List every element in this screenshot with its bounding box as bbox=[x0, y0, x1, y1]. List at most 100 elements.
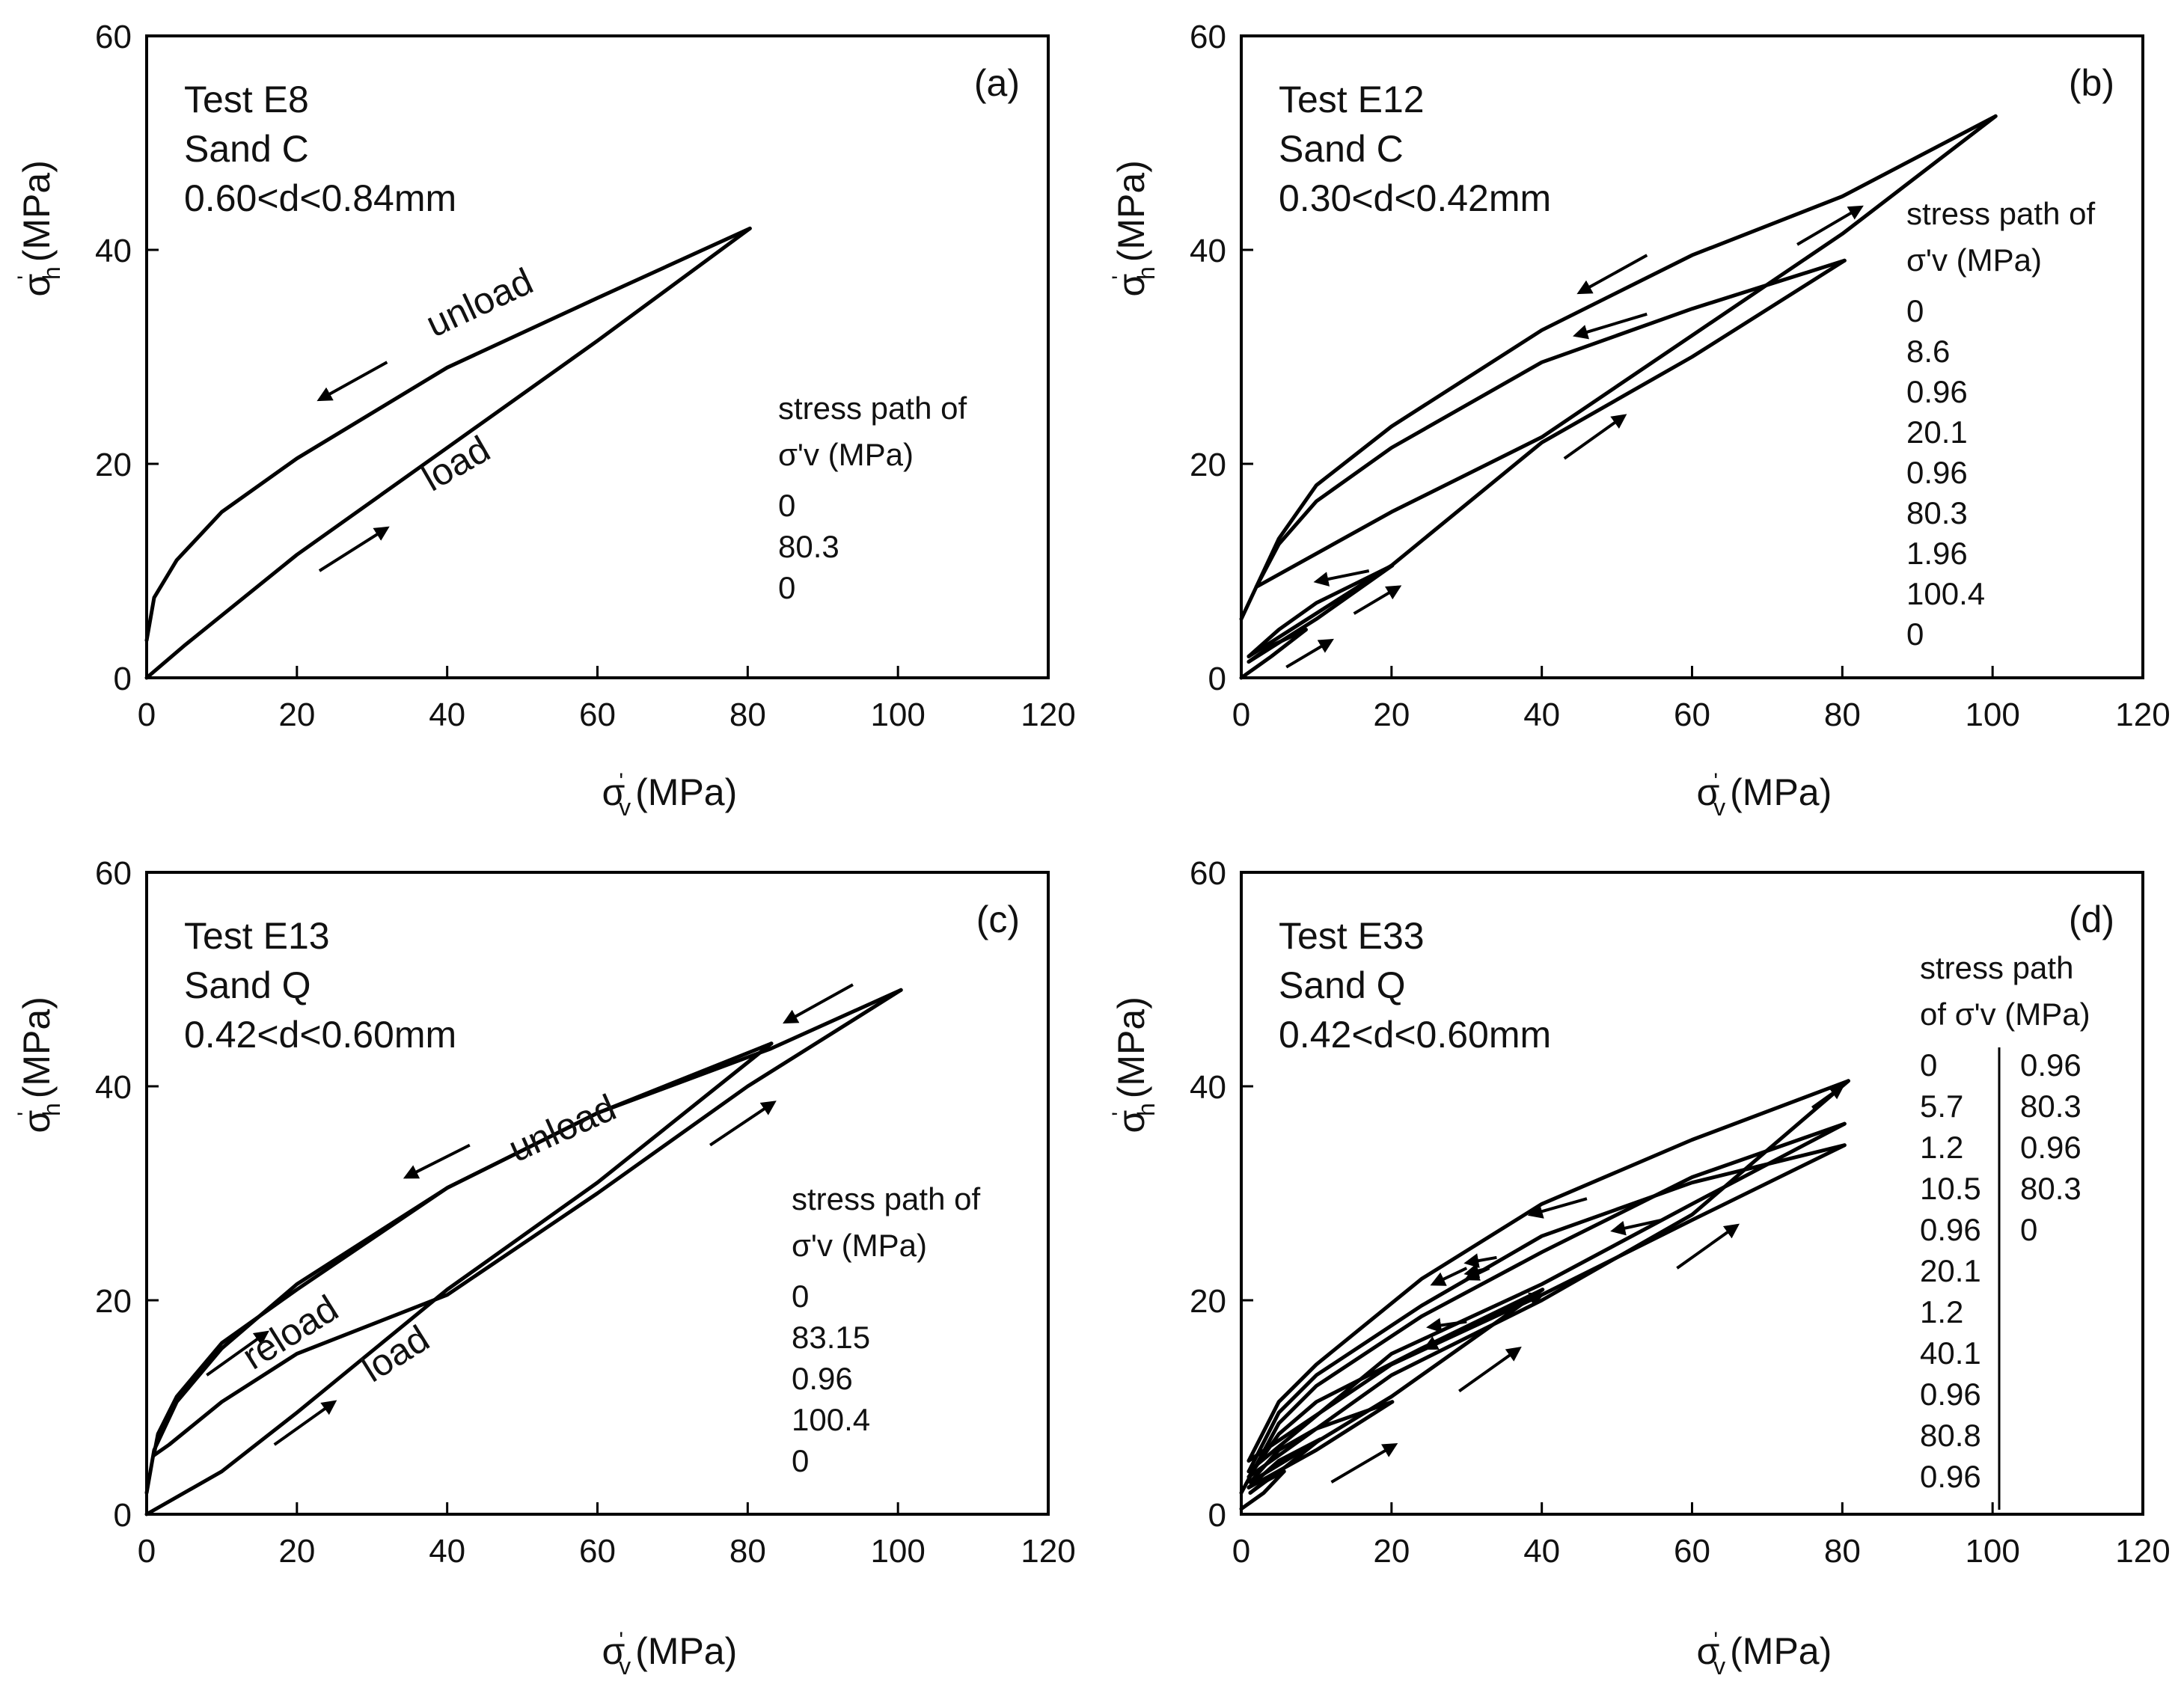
legend-value: 100.4 bbox=[1906, 576, 1985, 611]
direction-arrow bbox=[1426, 1317, 1467, 1333]
test-title-line: Sand C bbox=[184, 128, 309, 170]
test-title-line: Test E33 bbox=[1279, 915, 1425, 957]
series-line-load-to-5-7 bbox=[1239, 1469, 1286, 1511]
test-title-line: Test E13 bbox=[184, 915, 330, 957]
legend-value: 0.96 bbox=[792, 1361, 853, 1396]
x-tick-label: 120 bbox=[2115, 697, 2170, 733]
direction-arrow bbox=[1463, 1263, 1490, 1279]
x-tick-label: 80 bbox=[1824, 697, 1861, 733]
path-label-reload: reload bbox=[235, 1287, 346, 1377]
x-tick-label: 100 bbox=[870, 1533, 925, 1570]
legend-value: 0.96 bbox=[1920, 1377, 1981, 1412]
x-tick-label: 120 bbox=[1021, 1533, 1075, 1570]
y-tick-label: 40 bbox=[95, 1069, 132, 1106]
test-title-line: Sand C bbox=[1279, 128, 1404, 170]
y-tick-label: 0 bbox=[1208, 661, 1226, 697]
x-tick-label: 60 bbox=[579, 1533, 616, 1570]
x-tick-label: 20 bbox=[1373, 1533, 1410, 1570]
series-line-reload bbox=[152, 988, 903, 1457]
legend-header: stress path bbox=[1920, 950, 2073, 985]
y-tick-label: 20 bbox=[1190, 1283, 1226, 1320]
legend-value: 0 bbox=[792, 1279, 809, 1314]
legend-header: σ'v (MPa) bbox=[1906, 242, 2042, 278]
series-line-load bbox=[144, 226, 752, 680]
panel-d: 0 20 40 60 80 100 120 0 20 40 60 σ' v (MPa) σ'h(MPa) (d… bbox=[1108, 855, 2171, 1680]
legend-value: 40.1 bbox=[1920, 1335, 1981, 1371]
direction-arrow bbox=[206, 1330, 269, 1377]
series-line-load-to-100-4 bbox=[1254, 114, 1998, 589]
direction-arrow bbox=[1576, 254, 1648, 295]
direction-arrow bbox=[1610, 1218, 1663, 1236]
legend-header: σ'v (MPa) bbox=[778, 437, 914, 472]
x-tick-label: 20 bbox=[278, 1533, 315, 1570]
y-tick-label: 20 bbox=[95, 447, 132, 483]
test-title-line: Test E8 bbox=[184, 79, 309, 120]
y-tick-label: 60 bbox=[1190, 19, 1226, 55]
x-tick-label: 60 bbox=[579, 697, 616, 733]
legend-value: 0.96 bbox=[1906, 374, 1968, 409]
legend-value: 0.96 bbox=[1920, 1459, 1981, 1494]
y-axis-label: σ'h(MPa) bbox=[1108, 997, 1160, 1133]
y-tick-label: 40 bbox=[95, 233, 132, 269]
y-tick-label: 40 bbox=[1190, 1069, 1226, 1106]
direction-arrow bbox=[1488, 1292, 1545, 1318]
test-title-line: 0.42<d<0.60mm bbox=[184, 1014, 456, 1056]
legend-header: stress path of bbox=[1906, 196, 2095, 231]
direction-arrow bbox=[1573, 312, 1648, 340]
direction-arrow bbox=[1796, 205, 1864, 246]
x-tick-label: 60 bbox=[1674, 697, 1710, 733]
panel-b: 0 20 40 60 80 100 120 0 20 40 60 σ' v (MPa) σ'h(MPa) (b… bbox=[1108, 19, 2171, 821]
direction-arrow bbox=[1330, 1443, 1398, 1484]
x-tick-label: 100 bbox=[870, 697, 925, 733]
direction-arrow bbox=[709, 1101, 777, 1147]
y-tick-label: 0 bbox=[114, 661, 132, 697]
legend-value: 100.4 bbox=[792, 1402, 870, 1437]
legend-value: 0 bbox=[792, 1443, 809, 1478]
x-tick-label: 40 bbox=[429, 1533, 465, 1570]
legend-header: of σ'v (MPa) bbox=[1920, 997, 2090, 1032]
x-axis-label: σ' v (MPa) bbox=[602, 769, 738, 821]
series-line-unload bbox=[152, 1041, 774, 1457]
direction-arrow bbox=[1676, 1223, 1740, 1270]
legend-value: 80.8 bbox=[1920, 1418, 1981, 1453]
series-line-unload-to-0 bbox=[1239, 114, 1998, 621]
legend-value: 0 bbox=[1906, 293, 1924, 328]
y-tick-label: 0 bbox=[1208, 1497, 1226, 1534]
direction-arrow bbox=[1458, 1347, 1522, 1393]
x-tick-label: 100 bbox=[1965, 697, 2019, 733]
legend-header: stress path of bbox=[778, 391, 967, 426]
direction-arrow bbox=[318, 526, 390, 572]
series-line-load bbox=[144, 1041, 774, 1516]
legend-value-col2: 80.3 bbox=[2020, 1171, 2081, 1206]
y-tick-label: 40 bbox=[1190, 233, 1226, 269]
test-title-line: Test E12 bbox=[1279, 79, 1425, 120]
x-tick-label: 40 bbox=[1523, 697, 1560, 733]
x-tick-label: 120 bbox=[1021, 697, 1075, 733]
y-tick-label: 60 bbox=[95, 855, 132, 892]
series-line-unload-to-0-96 bbox=[1247, 1079, 1850, 1463]
direction-arrow bbox=[1563, 414, 1627, 460]
panel-label: (c) bbox=[976, 899, 1020, 940]
legend-header: stress path of bbox=[792, 1181, 980, 1216]
legend-value: 0 bbox=[778, 488, 795, 523]
legend-value: 80.3 bbox=[1906, 495, 1968, 530]
series-line-unload-to-0 bbox=[144, 988, 903, 1495]
test-title-line: 0.30<d<0.42mm bbox=[1279, 177, 1551, 219]
series-line-load-to-8-6 bbox=[1239, 628, 1308, 680]
legend-value: 8.6 bbox=[1906, 334, 1950, 369]
legend-value: 0 bbox=[1920, 1047, 1937, 1083]
x-tick-label: 60 bbox=[1674, 1533, 1710, 1570]
test-title-line: 0.42<d<0.60mm bbox=[1279, 1014, 1551, 1056]
direction-arrow bbox=[1285, 638, 1334, 669]
x-axis-label: σ' v (MPa) bbox=[1697, 1628, 1832, 1680]
legend-value: 1.96 bbox=[1906, 536, 1968, 571]
direction-arrow bbox=[1527, 1197, 1588, 1219]
series-line-load-to-80-3 bbox=[1247, 1121, 1847, 1474]
path-label-unload: unload bbox=[502, 1086, 622, 1170]
x-tick-label: 80 bbox=[1824, 1533, 1861, 1570]
test-title-line: Sand Q bbox=[184, 964, 311, 1006]
legend-value: 1.2 bbox=[1920, 1294, 1963, 1329]
legend-value: 80.3 bbox=[778, 529, 839, 564]
series-line-load-to-80-3 bbox=[1247, 258, 1847, 658]
